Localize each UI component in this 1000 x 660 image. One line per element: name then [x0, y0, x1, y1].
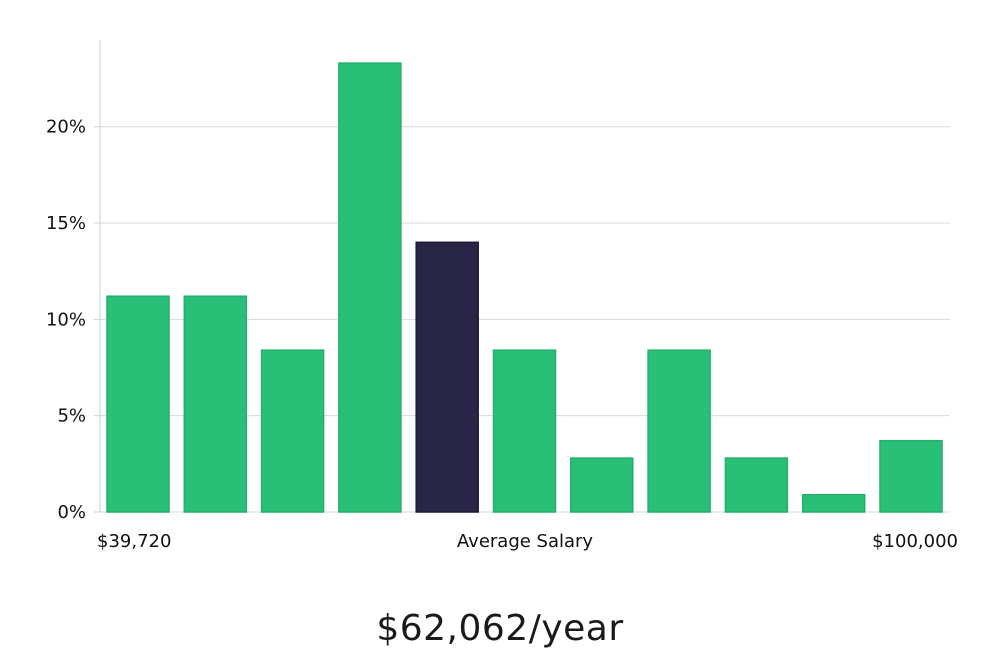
- bar: [106, 295, 170, 513]
- bars: [106, 62, 943, 513]
- bar-highlighted: [415, 241, 479, 513]
- bar: [183, 295, 248, 513]
- bar: [647, 349, 711, 513]
- y-axis-ticks: 0% 5% 10% 15% 20%: [46, 117, 100, 523]
- x-max-label: $100,000: [872, 531, 958, 552]
- bar: [570, 457, 634, 513]
- y-tick-label: 10%: [46, 309, 86, 330]
- bar: [338, 62, 402, 513]
- y-tick-label: 15%: [46, 213, 86, 234]
- x-center-label: Average Salary: [457, 531, 594, 552]
- x-min-label: $39,720: [97, 531, 171, 552]
- bar: [260, 349, 325, 513]
- bar: [879, 439, 943, 513]
- y-tick-label: 0%: [57, 502, 86, 523]
- bar: [492, 349, 557, 513]
- bar: [724, 457, 789, 513]
- y-tick-label: 5%: [57, 406, 86, 427]
- average-salary-value: $62,062/year: [376, 608, 624, 649]
- bar: [801, 493, 866, 513]
- y-tick-label: 20%: [46, 117, 86, 138]
- salary-histogram: 0% 5% 10% 15% 20% $39,720 Average Salary $10…: [46, 40, 958, 552]
